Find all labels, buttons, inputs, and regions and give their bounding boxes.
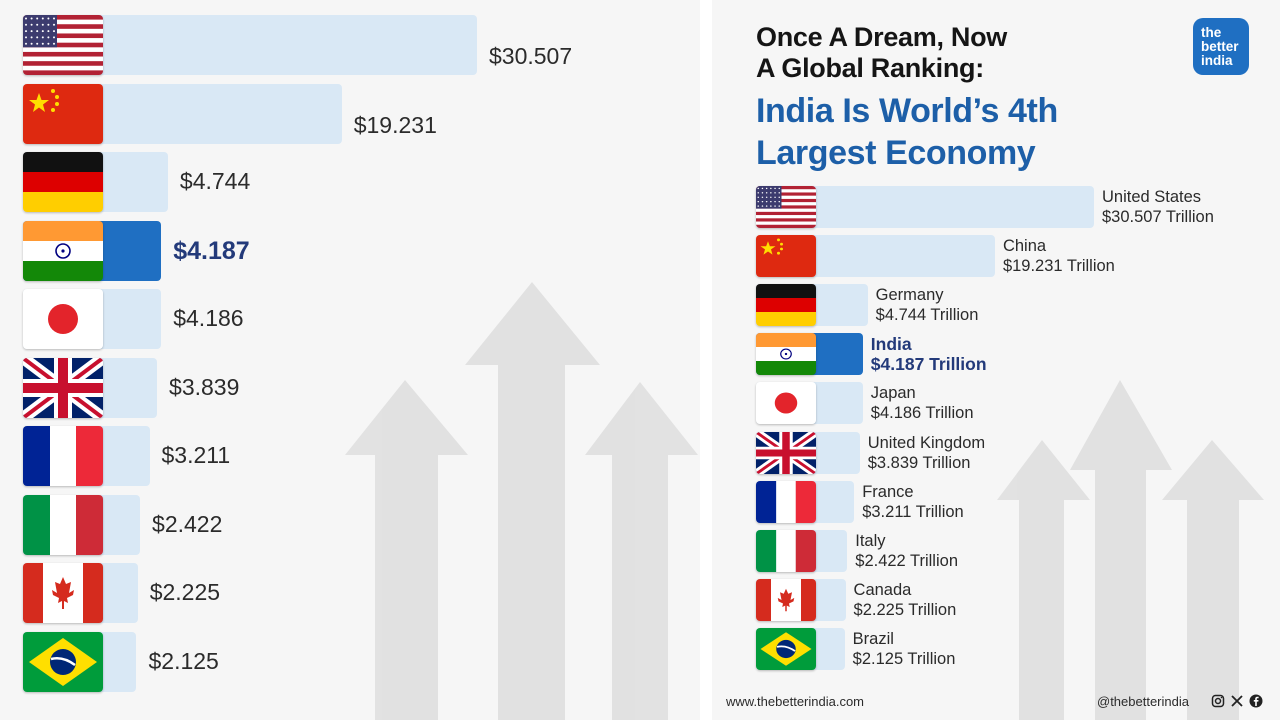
arrow-up-icon [345,380,468,720]
arrow-up-icon [585,382,698,720]
country-label-france: France [862,482,914,501]
arrow-up-icon [1162,440,1264,720]
bar-label-canada: Canada $2.225 Trillion [854,580,957,620]
flag-canada-icon [23,563,103,623]
value-label-brazil: $2.125 [148,647,219,674]
social-handle: @thebetterindia [1097,694,1189,709]
flag-united-kingdom-icon [23,357,103,418]
flag-united-states-icon [756,186,816,228]
country-label-germany: Germany [875,286,944,305]
flag-united-kingdom-icon [756,431,816,474]
flag-italy-icon [756,529,816,572]
flag-france-icon [23,426,103,486]
flag-japan-icon [756,382,816,425]
panel-divider [700,0,712,720]
country-label-japan: Japan [870,384,916,403]
headline: India Is World’s 4th Largest Economy [756,90,1058,174]
flag-india-icon [23,220,103,281]
title-line-1: Once A Dream, Now [756,22,1007,52]
logo-text-line: india [1201,53,1233,68]
bar-label-italy: Italy $2.422 Trillion [855,531,958,571]
background-arrows [997,380,1264,720]
value-label-france: $3.211 Trillion [862,502,964,521]
bar-label-france: France $3.211 Trillion [862,482,964,522]
country-label-brazil: Brazil [852,629,894,648]
flag-japan-icon [23,289,103,349]
value-label-france: $3.211 [161,442,231,468]
value-label-germany: $4.744 [179,168,251,194]
country-label-canada: Canada [853,580,912,599]
background-arrows [345,282,698,720]
flag-brazil-icon [756,627,816,670]
value-label-india: $4.187 [173,236,250,265]
country-label-italy: Italy [855,531,886,550]
flag-germany-icon [23,152,103,212]
bar-label-united-kingdom: United Kingdom $3.839 Trillion [868,433,985,473]
instagram-icon [1211,694,1225,708]
title-line-2: A Global Ranking: [756,53,984,83]
brand-logo: the better india [1193,18,1249,75]
bar-label-india: India $4.187 Trillion [871,334,987,374]
flag-india-icon [756,333,816,376]
headline-line-2: Largest Economy [756,134,1036,172]
right-chart-panel [712,0,1280,720]
flag-france-icon [756,480,816,523]
value-label-canada: $2.225 [149,579,221,605]
value-label-united-states: $30.507 Trillion [1102,208,1214,226]
value-label-united-kingdom: $3.839 [169,373,240,400]
flag-italy-icon [23,494,103,555]
headline-line-1: India Is World’s 4th [756,92,1058,130]
facebook-icon [1249,694,1263,708]
value-label-italy: $2.422 Trillion [855,551,958,570]
flag-brazil-icon [23,631,103,692]
country-label-united-kingdom: United Kingdom [867,433,986,452]
value-label-germany: $4.744 Trillion [875,306,979,325]
value-label-canada: $2.225 Trillion [853,600,957,619]
bar-label-united-states: United States $30.507 Trillion [1102,187,1214,227]
value-label-brazil: $2.125 Trillion [852,649,956,668]
value-label-japan: $4.186 Trillion [870,404,974,423]
left-chart-panel: $30.507 $19.231 $4.744 $4.187 $4.186 $3.83… [23,15,698,720]
flag-germany-icon [756,284,816,327]
value-label-china: $19.231 [353,111,437,138]
arrow-up-icon [465,282,600,720]
value-label-united-kingdom: $3.839 Trillion [867,453,971,472]
bar-label-brazil: Brazil $2.125 Trillion [853,629,956,669]
value-label-india: $4.187 Trillion [870,354,987,375]
country-label-india: India [870,334,912,355]
logo-text-line: better [1201,39,1239,54]
flag-china-icon [756,235,816,278]
page-title: Once A Dream, Now A Global Ranking: [756,22,1007,84]
value-label-china: $19.231 Trillion [1002,257,1115,276]
bar-label-japan: Japan $4.186 Trillion [871,383,974,423]
arrow-up-icon [997,440,1090,720]
website-url: www.thebetterindia.com [726,694,865,709]
country-label-china: China [1002,237,1047,256]
value-label-united-states: $30.507 [489,43,573,69]
flag-united-states-icon [23,15,103,75]
value-label-italy: $2.422 [152,510,223,537]
value-label-japan: $4.186 [173,305,244,331]
bar-label-germany: Germany $4.744 Trillion [876,285,979,325]
country-label-united-states: United States [1102,188,1202,206]
flag-china-icon [23,83,103,144]
arrow-up-icon [1070,380,1172,720]
x-icon [1230,694,1244,708]
flag-canada-icon [756,578,816,621]
logo-text-line: the [1201,25,1222,40]
bar-label-china: China $19.231 Trillion [1003,236,1115,276]
